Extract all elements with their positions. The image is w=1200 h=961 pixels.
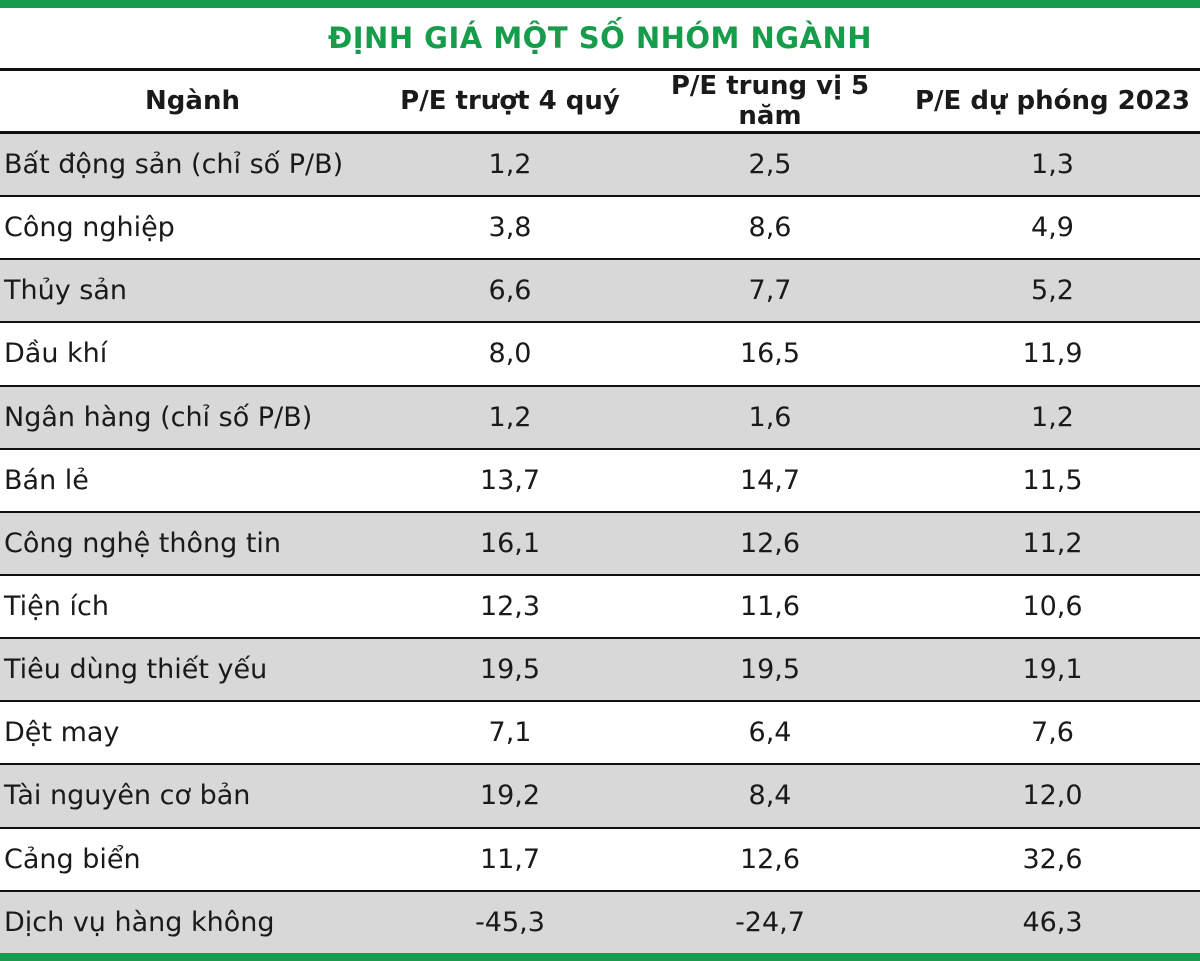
table-row: Cảng biển 11,7 12,6 32,6: [0, 826, 1200, 891]
value-cell: 32,6: [905, 826, 1200, 891]
table-row: Dệt may 7,1 6,4 7,6: [0, 700, 1200, 765]
value-cell: 12,3: [385, 573, 635, 639]
value-cell: 11,2: [905, 510, 1200, 575]
value-cell: 13,7: [385, 447, 635, 512]
industry-cell: Tiện ích: [0, 573, 385, 639]
value-cell: 14,7: [635, 447, 905, 512]
value-cell: 2,5: [748, 149, 792, 181]
valuation-table: Ngành P/E trượt 4 quý P/E trung vị 5 năm…: [0, 71, 1200, 953]
header-industry: Ngành: [0, 71, 385, 134]
table-row: Tài nguyên cơ bản 19,2 8,4 12,0: [0, 763, 1200, 828]
value-cell: 19,5: [635, 637, 905, 702]
industry-cell: Bán lẻ: [0, 447, 385, 512]
value-cell: 12,6: [635, 510, 905, 575]
value-cell: 46,3: [905, 889, 1200, 953]
header-pe-trailing-4q: P/E trượt 4 quý: [385, 71, 635, 134]
value-cell: 19,2: [385, 763, 635, 828]
table-row: Dịch vụ hàng không -45,3 -24,7 46,3: [0, 889, 1200, 953]
value-cell: 10,6: [905, 573, 1200, 639]
value-cell: 7,6: [905, 700, 1200, 765]
value-cell: 5,2: [905, 258, 1200, 323]
value-cell: 8,6: [635, 195, 905, 260]
value-cell: 4,9: [905, 195, 1200, 260]
industry-cell: Thủy sản: [0, 258, 385, 323]
industry-cell: Tiêu dùng thiết yếu: [0, 637, 385, 702]
value-cell: 7,1: [385, 700, 635, 765]
table-row: Tiện ích 12,3 11,6 10,6: [0, 573, 1200, 639]
table-row: Tiêu dùng thiết yếu 19,5 19,5 19,1: [0, 637, 1200, 702]
value-cell: -45,3: [385, 889, 635, 953]
table-row: Công nghiệp 3,8 8,6 4,9: [0, 195, 1200, 260]
table-row: Dầu khí 8,0 16,5 11,9: [0, 321, 1200, 386]
value-cell: 1,2: [905, 384, 1200, 449]
title-row: ĐỊNH GIÁ MỘT SỐ NHÓM NGÀNH: [0, 8, 1200, 71]
value-cell: 8,4: [635, 763, 905, 828]
header-pe-median-5y: P/E trung vị 5 năm: [635, 71, 905, 134]
table-row: Bất động sản (chỉ số P/B) 1,2 2,5 1,3: [0, 132, 1200, 197]
industry-cell: Công nghiệp: [0, 195, 385, 260]
top-accent-bar: [0, 0, 1200, 8]
value-cell: 1,3: [1031, 149, 1074, 181]
table-row: Bán lẻ 13,7 14,7 11,5: [0, 447, 1200, 512]
industry-cell: Ngân hàng (chỉ số P/B): [0, 384, 385, 449]
value-cell: 11,5: [905, 447, 1200, 512]
value-cell: 11,6: [635, 573, 905, 639]
value-cell: 12,0: [905, 763, 1200, 828]
industry-cell: Dệt may: [0, 700, 385, 765]
table-body: Bất động sản (chỉ số P/B) 1,2 2,5 1,3 Công n…: [0, 132, 1200, 953]
header-row: Ngành P/E trượt 4 quý P/E trung vị 5 năm…: [0, 71, 1200, 134]
value-cell: 16,5: [635, 321, 905, 386]
value-cell: 19,5: [385, 637, 635, 702]
value-cell: 1,6: [635, 384, 905, 449]
industry-cell: Dầu khí: [0, 321, 385, 386]
table-row: Công nghệ thông tin 16,1 12,6 11,2: [0, 510, 1200, 575]
table-row: Ngân hàng (chỉ số P/B) 1,2 1,6 1,2: [0, 384, 1200, 449]
value-cell: 1,2: [488, 149, 532, 181]
value-cell: 11,9: [905, 321, 1200, 386]
value-cell: 19,1: [905, 637, 1200, 702]
value-cell: 6,4: [635, 700, 905, 765]
table-row: Thủy sản 6,6 7,7 5,2: [0, 258, 1200, 323]
value-cell: 1,2: [385, 384, 635, 449]
value-cell: 16,1: [385, 510, 635, 575]
value-cell: 6,6: [385, 258, 635, 323]
table-header: Ngành P/E trượt 4 quý P/E trung vị 5 năm…: [0, 71, 1200, 134]
value-cell: 12,6: [635, 826, 905, 891]
value-cell: 8,0: [385, 321, 635, 386]
bottom-accent-bar: [0, 953, 1200, 961]
industry-cell: Công nghệ thông tin: [0, 510, 385, 575]
header-pe-forward-2023: P/E dự phóng 2023: [905, 71, 1200, 134]
industry-cell: Tài nguyên cơ bản: [0, 763, 385, 828]
value-cell: -24,7: [635, 889, 905, 953]
page-title: ĐỊNH GIÁ MỘT SỐ NHÓM NGÀNH: [327, 21, 873, 55]
industry-cell: Dịch vụ hàng không: [0, 889, 385, 953]
value-cell: 7,7: [635, 258, 905, 323]
value-cell: 11,7: [385, 826, 635, 891]
industry-cell: Bất động sản (chỉ số P/B): [4, 149, 344, 181]
value-cell: 3,8: [385, 195, 635, 260]
industry-cell: Cảng biển: [0, 826, 385, 891]
